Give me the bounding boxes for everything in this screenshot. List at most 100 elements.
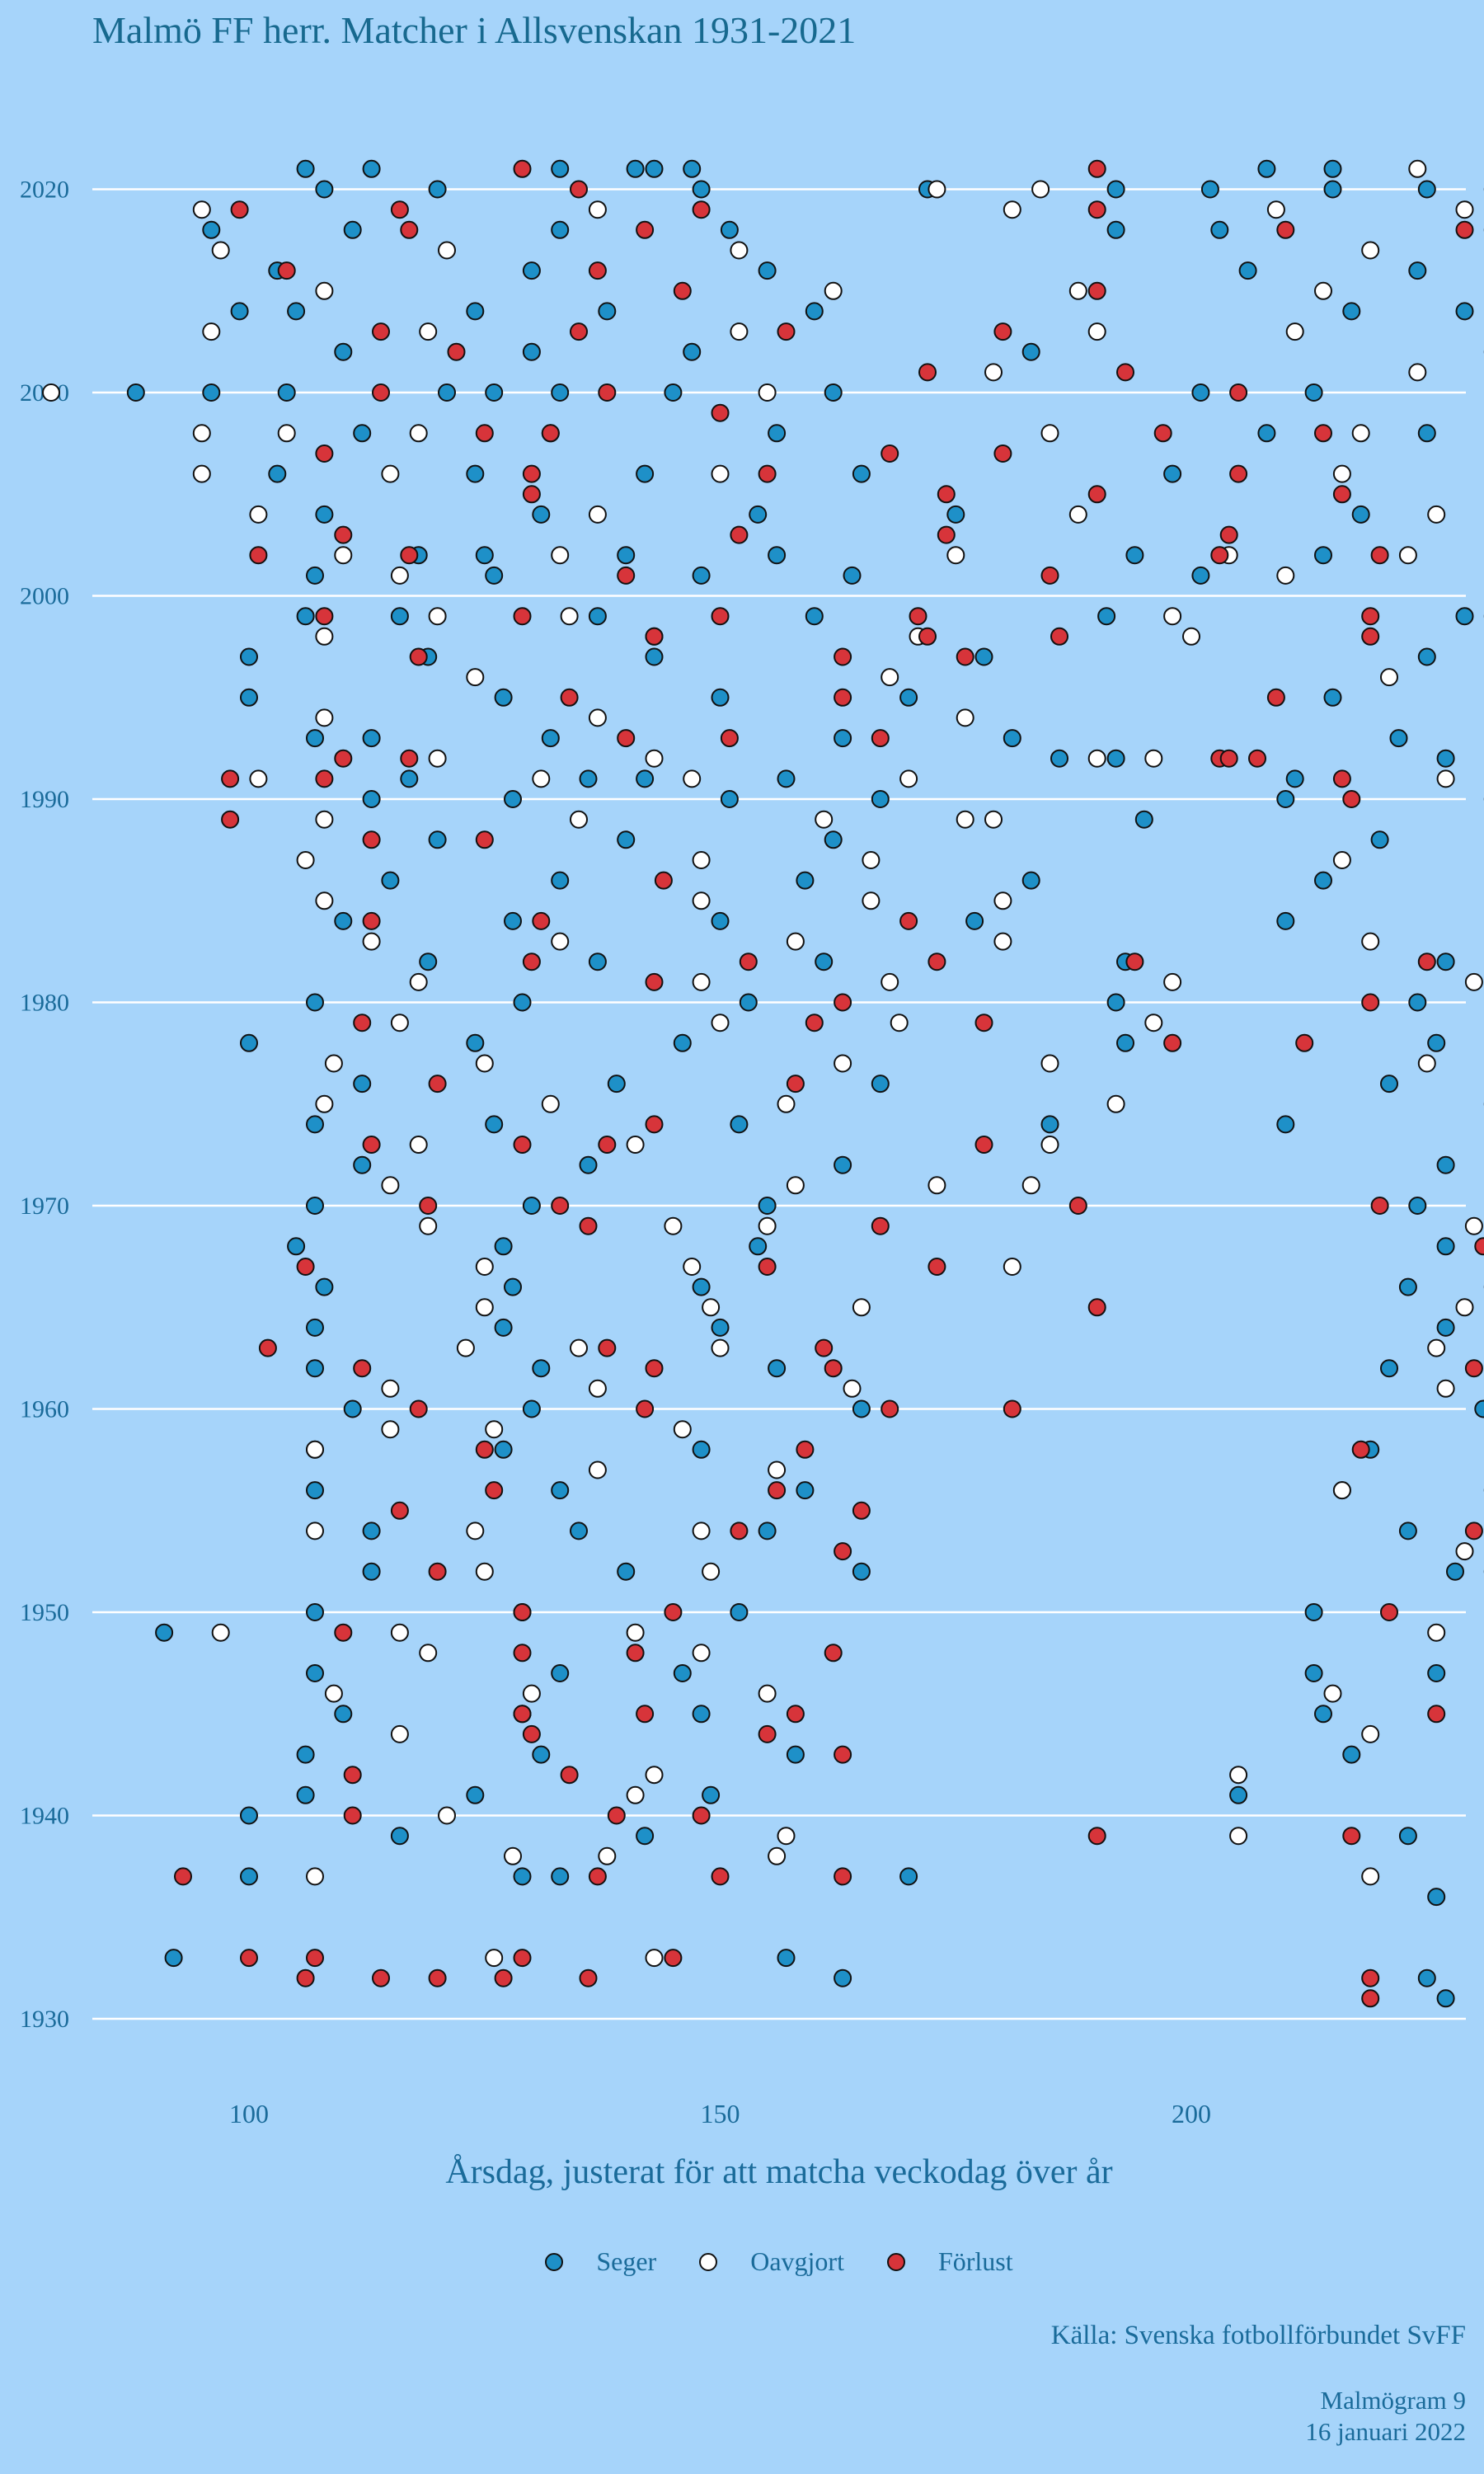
match-point [579,769,598,788]
match-point [1182,627,1200,646]
match-point [1455,220,1474,239]
match-point [1361,241,1380,260]
match-point [1087,749,1106,768]
match-point [928,180,946,199]
match-point [862,891,881,910]
match-point [1304,1664,1323,1682]
match-point [522,1684,541,1703]
match-point [1125,546,1144,565]
match-point [1417,952,1436,971]
match-point [419,952,438,971]
match-point [928,1176,946,1195]
match-point [522,342,541,361]
match-point [541,424,560,443]
match-point [824,383,843,402]
match-point [1153,424,1172,443]
match-point [1229,1766,1248,1785]
match-point [598,383,617,402]
match-point [438,1806,456,1825]
match-point [522,1399,541,1418]
match-point [758,1522,777,1540]
match-point [249,546,268,565]
match-point [692,1277,711,1296]
match-point [485,1481,504,1500]
match-point [1323,159,1342,178]
match-point [1229,464,1248,483]
match-point [1314,424,1332,443]
match-point [240,688,258,707]
match-point [315,281,334,300]
match-point [475,830,494,849]
match-point [1229,1785,1248,1804]
legend-item-oavgjort: Oavgjort [699,2246,844,2277]
match-point [485,1949,504,1968]
match-point [739,993,758,1012]
match-point [598,302,617,321]
match-point [409,647,428,666]
match-point [409,972,428,991]
match-point [551,1481,570,1500]
match-point [362,932,381,951]
match-point [588,708,607,727]
match-point [626,1623,645,1642]
source-note: Källa: Svenska fotbollförbundet SvFF [1050,2321,1466,2350]
match-point [174,1867,192,1886]
match-point [296,1745,315,1764]
match-point [390,566,409,585]
legend-label-seger: Seger [596,2246,657,2276]
match-point [438,241,456,260]
match-point [758,1216,777,1235]
match-point [522,952,541,971]
legend-dot-forlust [886,2252,905,2271]
match-point [1238,261,1257,280]
match-point [409,1399,428,1418]
match-point [390,1724,409,1743]
match-point [202,220,221,239]
match-point [702,1298,721,1317]
match-point [899,911,918,930]
match-point [466,1522,485,1540]
match-point [381,1379,400,1398]
match-point [475,424,494,443]
match-point [1417,180,1436,199]
match-point [1304,383,1323,402]
match-point [381,871,400,890]
match-point [400,749,419,768]
match-point [447,342,466,361]
match-point [1314,871,1332,890]
match-point [768,1359,787,1378]
match-point [409,424,428,443]
match-point [551,871,570,890]
match-point [1040,424,1059,443]
match-point [1163,972,1182,991]
match-point [504,1846,522,1865]
match-point [1003,729,1021,748]
match-point [871,1216,890,1235]
match-point [1455,1298,1474,1317]
match-point [993,891,1012,910]
legend: Seger Oavgjort Förlust [0,2246,1484,2277]
match-point [532,769,551,788]
match-point [475,1258,494,1276]
match-point [617,546,636,565]
match-point [1068,1197,1087,1215]
match-point [532,1359,551,1378]
match-point [1361,627,1380,646]
match-point [428,180,447,199]
match-point [1332,464,1351,483]
y-axis-ticks: 1930194019501960197019801990200020102020 [20,176,69,2034]
match-point [485,1420,504,1439]
match-point [1427,1338,1446,1357]
match-point [1361,1867,1380,1886]
match-point [1398,1277,1417,1296]
match-point [315,810,334,829]
match-point [796,1481,815,1500]
match-point [419,322,438,341]
match-point [249,505,268,524]
match-point [277,424,296,443]
match-point [1398,546,1417,565]
match-point [296,1785,315,1804]
match-point [588,1460,607,1479]
scatter-plot: 1930194019501960197019801990200020102020… [20,159,1484,2128]
match-point [230,302,249,321]
